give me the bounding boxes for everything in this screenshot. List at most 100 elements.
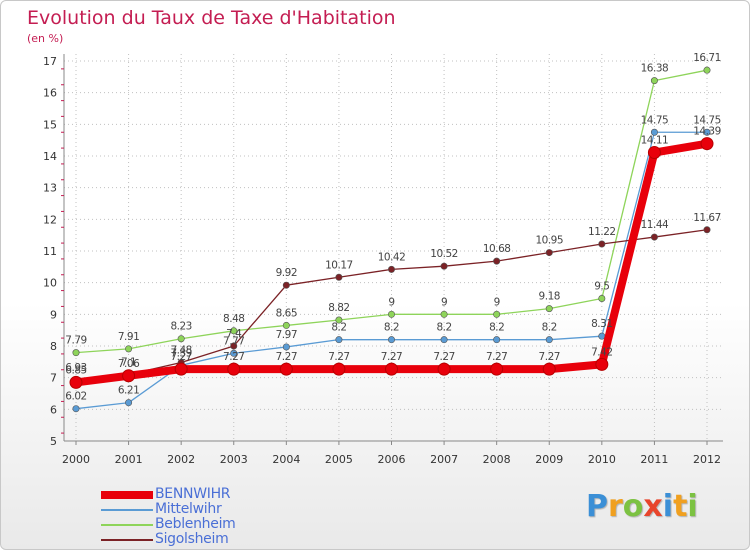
y-tick-label: 10 (43, 277, 57, 290)
data-point-mittelwihr (282, 343, 290, 351)
data-point-sigolsheim (335, 273, 343, 281)
data-point-mittelwihr (650, 128, 658, 136)
y-tick-label: 12 (43, 213, 57, 226)
data-label-bennwihr: 14.11 (641, 135, 669, 147)
legend-swatch (101, 490, 153, 499)
legend-label: Beblenheim (155, 516, 236, 532)
data-label-beblenheim: 7.79 (65, 335, 86, 347)
data-label-sigolsheim: 10.42 (378, 251, 406, 263)
chart-legend: BENNWIHR Mittelwihr Beblenheim Sigolsheim (101, 487, 236, 547)
logo-letter: i (687, 489, 698, 524)
data-point-beblenheim (493, 310, 501, 318)
data-label-sigolsheim: 9.92 (276, 267, 297, 279)
data-point-sigolsheim (650, 233, 658, 241)
data-label-beblenheim: 9.18 (539, 291, 560, 303)
data-point-mittelwihr (387, 336, 395, 344)
data-label-sigolsheim: 10.17 (325, 259, 353, 271)
data-point-bennwihr (332, 362, 346, 376)
data-label-beblenheim: 8.48 (223, 313, 244, 325)
data-label-bennwihr: 14.39 (693, 126, 721, 138)
logo-letter: r (608, 489, 623, 524)
data-label-sigolsheim: 11.67 (693, 212, 721, 224)
data-label-beblenheim: 9 (388, 296, 394, 308)
x-tick-label: 2001 (115, 453, 143, 466)
y-tick-label: 7 (50, 372, 57, 385)
data-label-beblenheim: 9 (494, 296, 500, 308)
y-tick-label: 17 (43, 55, 57, 68)
data-point-mittelwihr (703, 128, 711, 136)
data-label-mittelwihr: 14.75 (693, 114, 721, 126)
data-label-beblenheim: 8.23 (170, 321, 191, 333)
data-label-sigolsheim: 7.48 (170, 344, 191, 356)
data-point-mittelwihr (125, 399, 133, 407)
data-point-mittelwihr (598, 332, 606, 340)
data-point-beblenheim (230, 327, 238, 335)
y-tick-label: 6 (50, 403, 57, 416)
data-label-mittelwihr: 7.97 (276, 329, 297, 341)
data-point-beblenheim (703, 66, 711, 74)
data-label-bennwihr: 7.27 (381, 351, 402, 363)
chart-title: Evolution du Taux de Taxe d'Habitation (27, 7, 396, 29)
legend-item-sigolsheim: Sigolsheim (101, 532, 236, 547)
data-point-bennwihr (437, 362, 451, 376)
data-point-mittelwihr (335, 336, 343, 344)
data-label-bennwihr: 7.27 (328, 351, 349, 363)
data-point-mittelwihr (493, 336, 501, 344)
data-point-bennwihr (279, 362, 293, 376)
data-label-bennwihr: 7.27 (276, 351, 297, 363)
y-tick-label: 5 (50, 435, 57, 448)
data-point-bennwihr (595, 357, 609, 371)
legend-label: Mittelwihr (155, 501, 222, 517)
data-label-mittelwihr: 8.2 (331, 322, 346, 334)
data-point-bennwihr (174, 362, 188, 376)
data-point-mittelwihr (545, 336, 553, 344)
legend-item-beblenheim: Beblenheim (101, 517, 236, 532)
y-tick-label: 8 (50, 340, 57, 353)
data-point-beblenheim (335, 316, 343, 324)
data-point-beblenheim (387, 310, 395, 318)
data-label-beblenheim: 7.91 (118, 331, 139, 343)
data-point-beblenheim (282, 321, 290, 329)
logo-letter: o (622, 489, 644, 524)
x-tick-label: 2012 (693, 453, 721, 466)
data-point-sigolsheim (545, 249, 553, 257)
data-label-mittelwihr: 7.39 (170, 347, 191, 359)
data-label-bennwihr: 7.27 (486, 351, 507, 363)
legend-swatch (101, 538, 153, 541)
x-tick-label: 2000 (62, 453, 90, 466)
data-point-beblenheim (125, 345, 133, 353)
data-point-sigolsheim (230, 342, 238, 350)
data-label-mittelwihr: 8.2 (489, 322, 504, 334)
data-label-sigolsheim: 6.93 (65, 362, 86, 374)
data-label-sigolsheim: 10.95 (535, 235, 563, 247)
chart-unit-label: (en %) (27, 32, 64, 45)
data-label-beblenheim: 16.38 (641, 63, 669, 75)
legend-label: Sigolsheim (155, 531, 229, 547)
data-point-beblenheim (598, 294, 606, 302)
logo-letter: i (662, 489, 674, 524)
logo-letter: t (673, 489, 688, 524)
legend-item-mittelwihr: Mittelwihr (101, 502, 236, 517)
data-label-sigolsheim: 10.68 (483, 243, 511, 255)
data-label-bennwihr: 7.06 (118, 358, 140, 370)
data-point-sigolsheim (703, 226, 711, 234)
data-point-bennwihr (122, 369, 136, 383)
y-tick-label: 11 (43, 245, 57, 258)
data-label-beblenheim: 8.65 (276, 307, 297, 319)
y-tick-label: 13 (43, 182, 57, 195)
data-label-mittelwihr: 14.75 (641, 114, 669, 126)
data-point-bennwihr (385, 362, 398, 376)
y-tick-label: 14 (43, 150, 57, 163)
data-label-mittelwihr: 8.31 (591, 318, 612, 330)
data-label-bennwihr: 7.27 (539, 351, 560, 363)
y-tick-label: 15 (43, 118, 57, 131)
data-label-bennwihr: 7.27 (170, 351, 191, 363)
x-tick-label: 2010 (588, 453, 616, 466)
data-point-beblenheim (545, 305, 553, 313)
data-point-bennwihr (490, 362, 504, 376)
x-tick-label: 2005 (325, 453, 353, 466)
data-point-sigolsheim (440, 262, 448, 270)
x-tick-label: 2011 (640, 453, 668, 466)
data-label-sigolsheim: 11.44 (641, 219, 669, 231)
